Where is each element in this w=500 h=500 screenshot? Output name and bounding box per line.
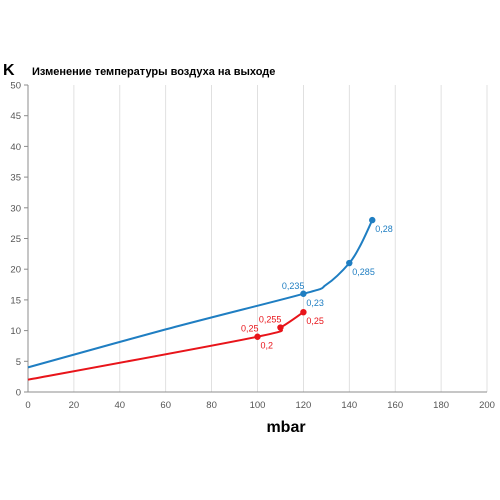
data-label-7: 0,2: [261, 341, 274, 351]
y-tick-label-2: 10: [10, 326, 21, 337]
data-label-3: 0,23: [306, 298, 324, 308]
x-tick-label-10: 200: [479, 400, 495, 411]
x-tick-label-9: 180: [433, 400, 449, 411]
y-tick-label-6: 30: [10, 203, 21, 214]
y-tick-label-7: 35: [10, 173, 21, 184]
series-lines: [27, 219, 374, 381]
y-axis-label: K: [3, 62, 15, 79]
series-line-0: [27, 219, 374, 369]
x-tick-labels: 0 20 40 60 80 100 120 140 160 180 200: [25, 400, 495, 411]
series-markers: [254, 216, 376, 340]
y-tick-label-0: 0: [16, 388, 21, 399]
y-tick-label-8: 40: [10, 142, 21, 153]
data-label-4: 0,25: [306, 316, 324, 326]
data-label-5: 0,255: [259, 315, 282, 325]
axes: [24, 84, 487, 393]
marker-1-1: [277, 324, 284, 331]
x-tick-label-8: 160: [387, 400, 403, 411]
x-tick-label-0: 0: [25, 400, 30, 411]
x-tick-label-6: 120: [295, 400, 311, 411]
x-tick-label-2: 40: [115, 400, 126, 411]
x-tick-label-3: 60: [160, 400, 171, 411]
chart-title: Изменение температуры воздуха на выходе: [32, 66, 275, 78]
y-tick-label-10: 50: [10, 81, 21, 92]
y-tick-label-9: 45: [10, 111, 21, 122]
x-tick-label-5: 100: [250, 400, 266, 411]
marker-1-2: [300, 308, 307, 316]
data-label-6: 0,25: [241, 324, 259, 334]
marker-0-2: [369, 216, 376, 224]
y-tick-label-5: 25: [10, 234, 21, 245]
data-label-1: 0,285: [352, 267, 375, 277]
y-tick-label-3: 15: [10, 295, 21, 306]
x-tick-label-7: 140: [341, 400, 357, 411]
y-tick-label-1: 5: [16, 357, 21, 368]
marker-1-0: [254, 333, 261, 340]
x-tick-label-4: 80: [206, 400, 217, 411]
x-tick-label-1: 20: [69, 400, 80, 411]
marker-0-0: [300, 290, 307, 297]
grid: [73, 85, 488, 392]
marker-0-1: [346, 259, 353, 267]
data-label-0: 0,28: [375, 224, 393, 234]
series-line-1: [27, 311, 304, 381]
y-tick-labels: 0 5 10 15 20 25 30 35 40 45 50: [10, 81, 21, 399]
y-tick-label-4: 20: [10, 265, 21, 276]
data-label-2: 0,235: [282, 281, 305, 291]
x-axis-label: mbar: [266, 419, 305, 436]
